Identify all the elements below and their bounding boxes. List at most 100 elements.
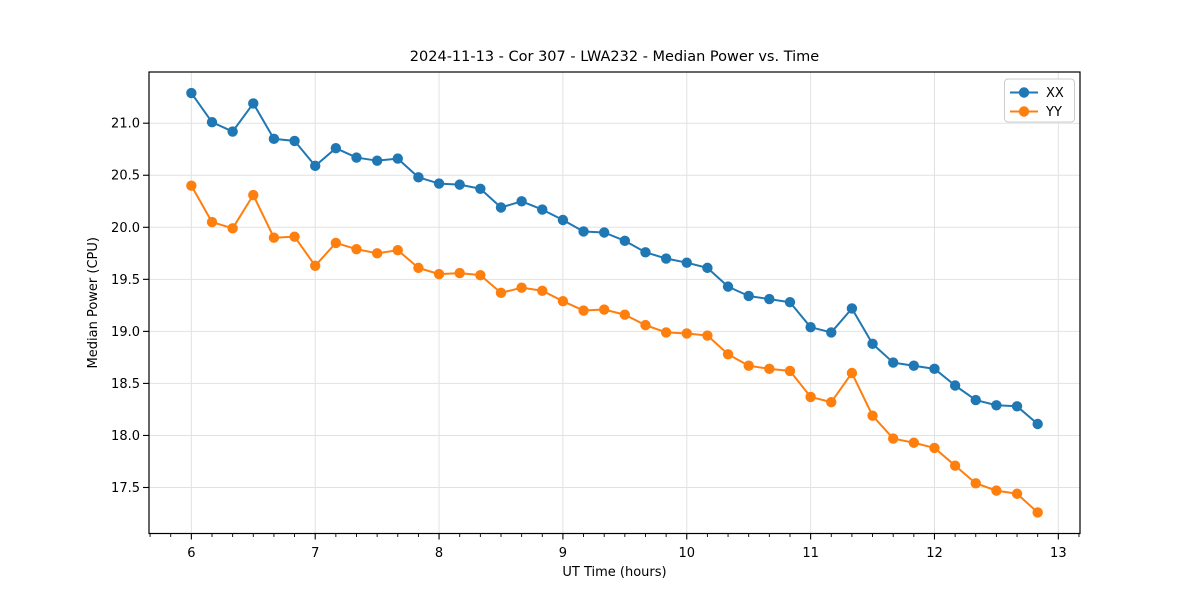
data-point-yy xyxy=(949,460,961,471)
series-line-xx xyxy=(190,92,1039,426)
data-point-xx xyxy=(1011,401,1023,412)
data-point-xx xyxy=(764,293,775,305)
y-tick-label: 20.5 xyxy=(111,169,140,184)
data-point-yy xyxy=(227,223,238,234)
data-point-yy xyxy=(310,260,321,271)
data-point-xx xyxy=(887,357,899,368)
data-point-yy xyxy=(764,363,775,375)
data-point-yy xyxy=(1032,507,1043,518)
y-tick-label: 20.0 xyxy=(111,221,140,236)
data-point-xx xyxy=(268,133,280,145)
data-point-xx xyxy=(702,262,713,274)
y-tick-label: 17.5 xyxy=(111,481,140,496)
data-point-yy xyxy=(867,410,878,421)
data-point-yy xyxy=(722,349,734,360)
data-point-yy xyxy=(929,442,940,454)
legend-label-xx: XX xyxy=(1046,86,1064,101)
data-point-yy xyxy=(578,305,589,316)
data-point-xx xyxy=(949,380,961,391)
x-tick-label: 8 xyxy=(435,546,443,561)
data-point-xx xyxy=(578,226,589,237)
data-point-yy xyxy=(991,485,1002,496)
data-point-xx xyxy=(206,116,218,128)
x-tick-label: 6 xyxy=(187,546,195,561)
y-tick-label: 18.5 xyxy=(111,377,140,392)
data-point-yy xyxy=(371,248,383,259)
data-point-xx xyxy=(330,142,342,154)
data-point-xx xyxy=(392,153,403,164)
x-tick-label: 11 xyxy=(802,546,819,561)
legend-label-yy: YY xyxy=(1045,105,1062,120)
legend-item-xx: XX xyxy=(1010,86,1064,101)
data-point-yy xyxy=(660,327,672,338)
data-point-xx xyxy=(805,322,816,333)
data-point-yy xyxy=(186,180,197,191)
data-point-xx xyxy=(227,126,238,137)
data-point-xx xyxy=(640,247,651,258)
data-point-yy xyxy=(640,319,651,331)
data-point-xx xyxy=(248,98,259,109)
axis-ticks: 6 7 8 9 10 11 12 13 17.5 18.0 18.5 19.0 19.5 20.0 20.5… xyxy=(111,117,1080,561)
y-tick-label: 21.0 xyxy=(111,117,140,132)
data-point-yy xyxy=(206,216,218,228)
data-point-xx xyxy=(351,152,362,163)
data-point-yy xyxy=(826,396,837,408)
x-tick-label: 13 xyxy=(1050,546,1067,561)
data-point-xx xyxy=(722,281,734,292)
data-point-yy xyxy=(619,309,631,320)
data-point-xx xyxy=(908,360,920,371)
data-point-yy xyxy=(887,433,899,444)
data-point-yy xyxy=(557,295,569,307)
data-point-xx xyxy=(784,297,796,308)
y-tick-label: 19.0 xyxy=(111,325,140,340)
x-tick-label: 12 xyxy=(926,546,943,561)
data-point-yy xyxy=(475,269,486,281)
y-tick-label: 19.5 xyxy=(111,273,140,288)
data-point-yy xyxy=(433,268,445,280)
data-point-xx xyxy=(310,160,321,172)
data-point-yy xyxy=(289,231,300,242)
data-point-xx xyxy=(846,303,858,314)
x-tick-label: 10 xyxy=(678,546,695,561)
data-point-yy xyxy=(268,232,280,243)
data-point-xx xyxy=(475,183,486,194)
data-point-xx xyxy=(516,196,527,207)
data-point-yy xyxy=(351,243,362,255)
data-point-xx xyxy=(929,363,940,375)
data-point-xx xyxy=(557,214,569,226)
data-point-yy xyxy=(516,282,527,293)
data-point-xx xyxy=(413,172,424,183)
legend-item-yy: YY xyxy=(1010,105,1062,120)
data-point-yy xyxy=(413,262,424,274)
legend-marker-yy xyxy=(1018,106,1030,117)
data-point-yy xyxy=(970,478,981,489)
data-point-yy xyxy=(805,391,816,403)
data-point-yy xyxy=(537,285,548,296)
data-point-xx xyxy=(495,202,507,213)
data-point-xx xyxy=(743,290,754,302)
data-point-xx xyxy=(289,135,300,147)
data-point-xx xyxy=(826,327,837,338)
legend-box xyxy=(1004,78,1075,123)
y-axis-label: Median Power (CPU) xyxy=(86,237,101,368)
data-point-xx xyxy=(991,400,1002,411)
legend-marker-xx xyxy=(1018,87,1030,98)
data-point-xx xyxy=(1032,418,1043,430)
chart-title: 2024-11-13 - Cor 307 - LWA232 - Median P… xyxy=(410,49,819,65)
data-point-xx xyxy=(619,235,631,247)
data-series xyxy=(186,87,1043,518)
data-point-yy xyxy=(908,437,920,448)
data-point-yy xyxy=(599,304,610,315)
data-point-xx xyxy=(599,227,610,238)
data-point-yy xyxy=(248,189,259,201)
data-point-xx xyxy=(454,179,465,190)
x-tick-label: 7 xyxy=(311,546,319,561)
x-tick-label: 9 xyxy=(559,546,567,561)
data-point-xx xyxy=(371,155,383,166)
data-point-yy xyxy=(392,244,403,256)
data-point-xx xyxy=(186,87,197,99)
plot-frame xyxy=(148,71,1081,535)
data-point-xx xyxy=(867,338,878,350)
